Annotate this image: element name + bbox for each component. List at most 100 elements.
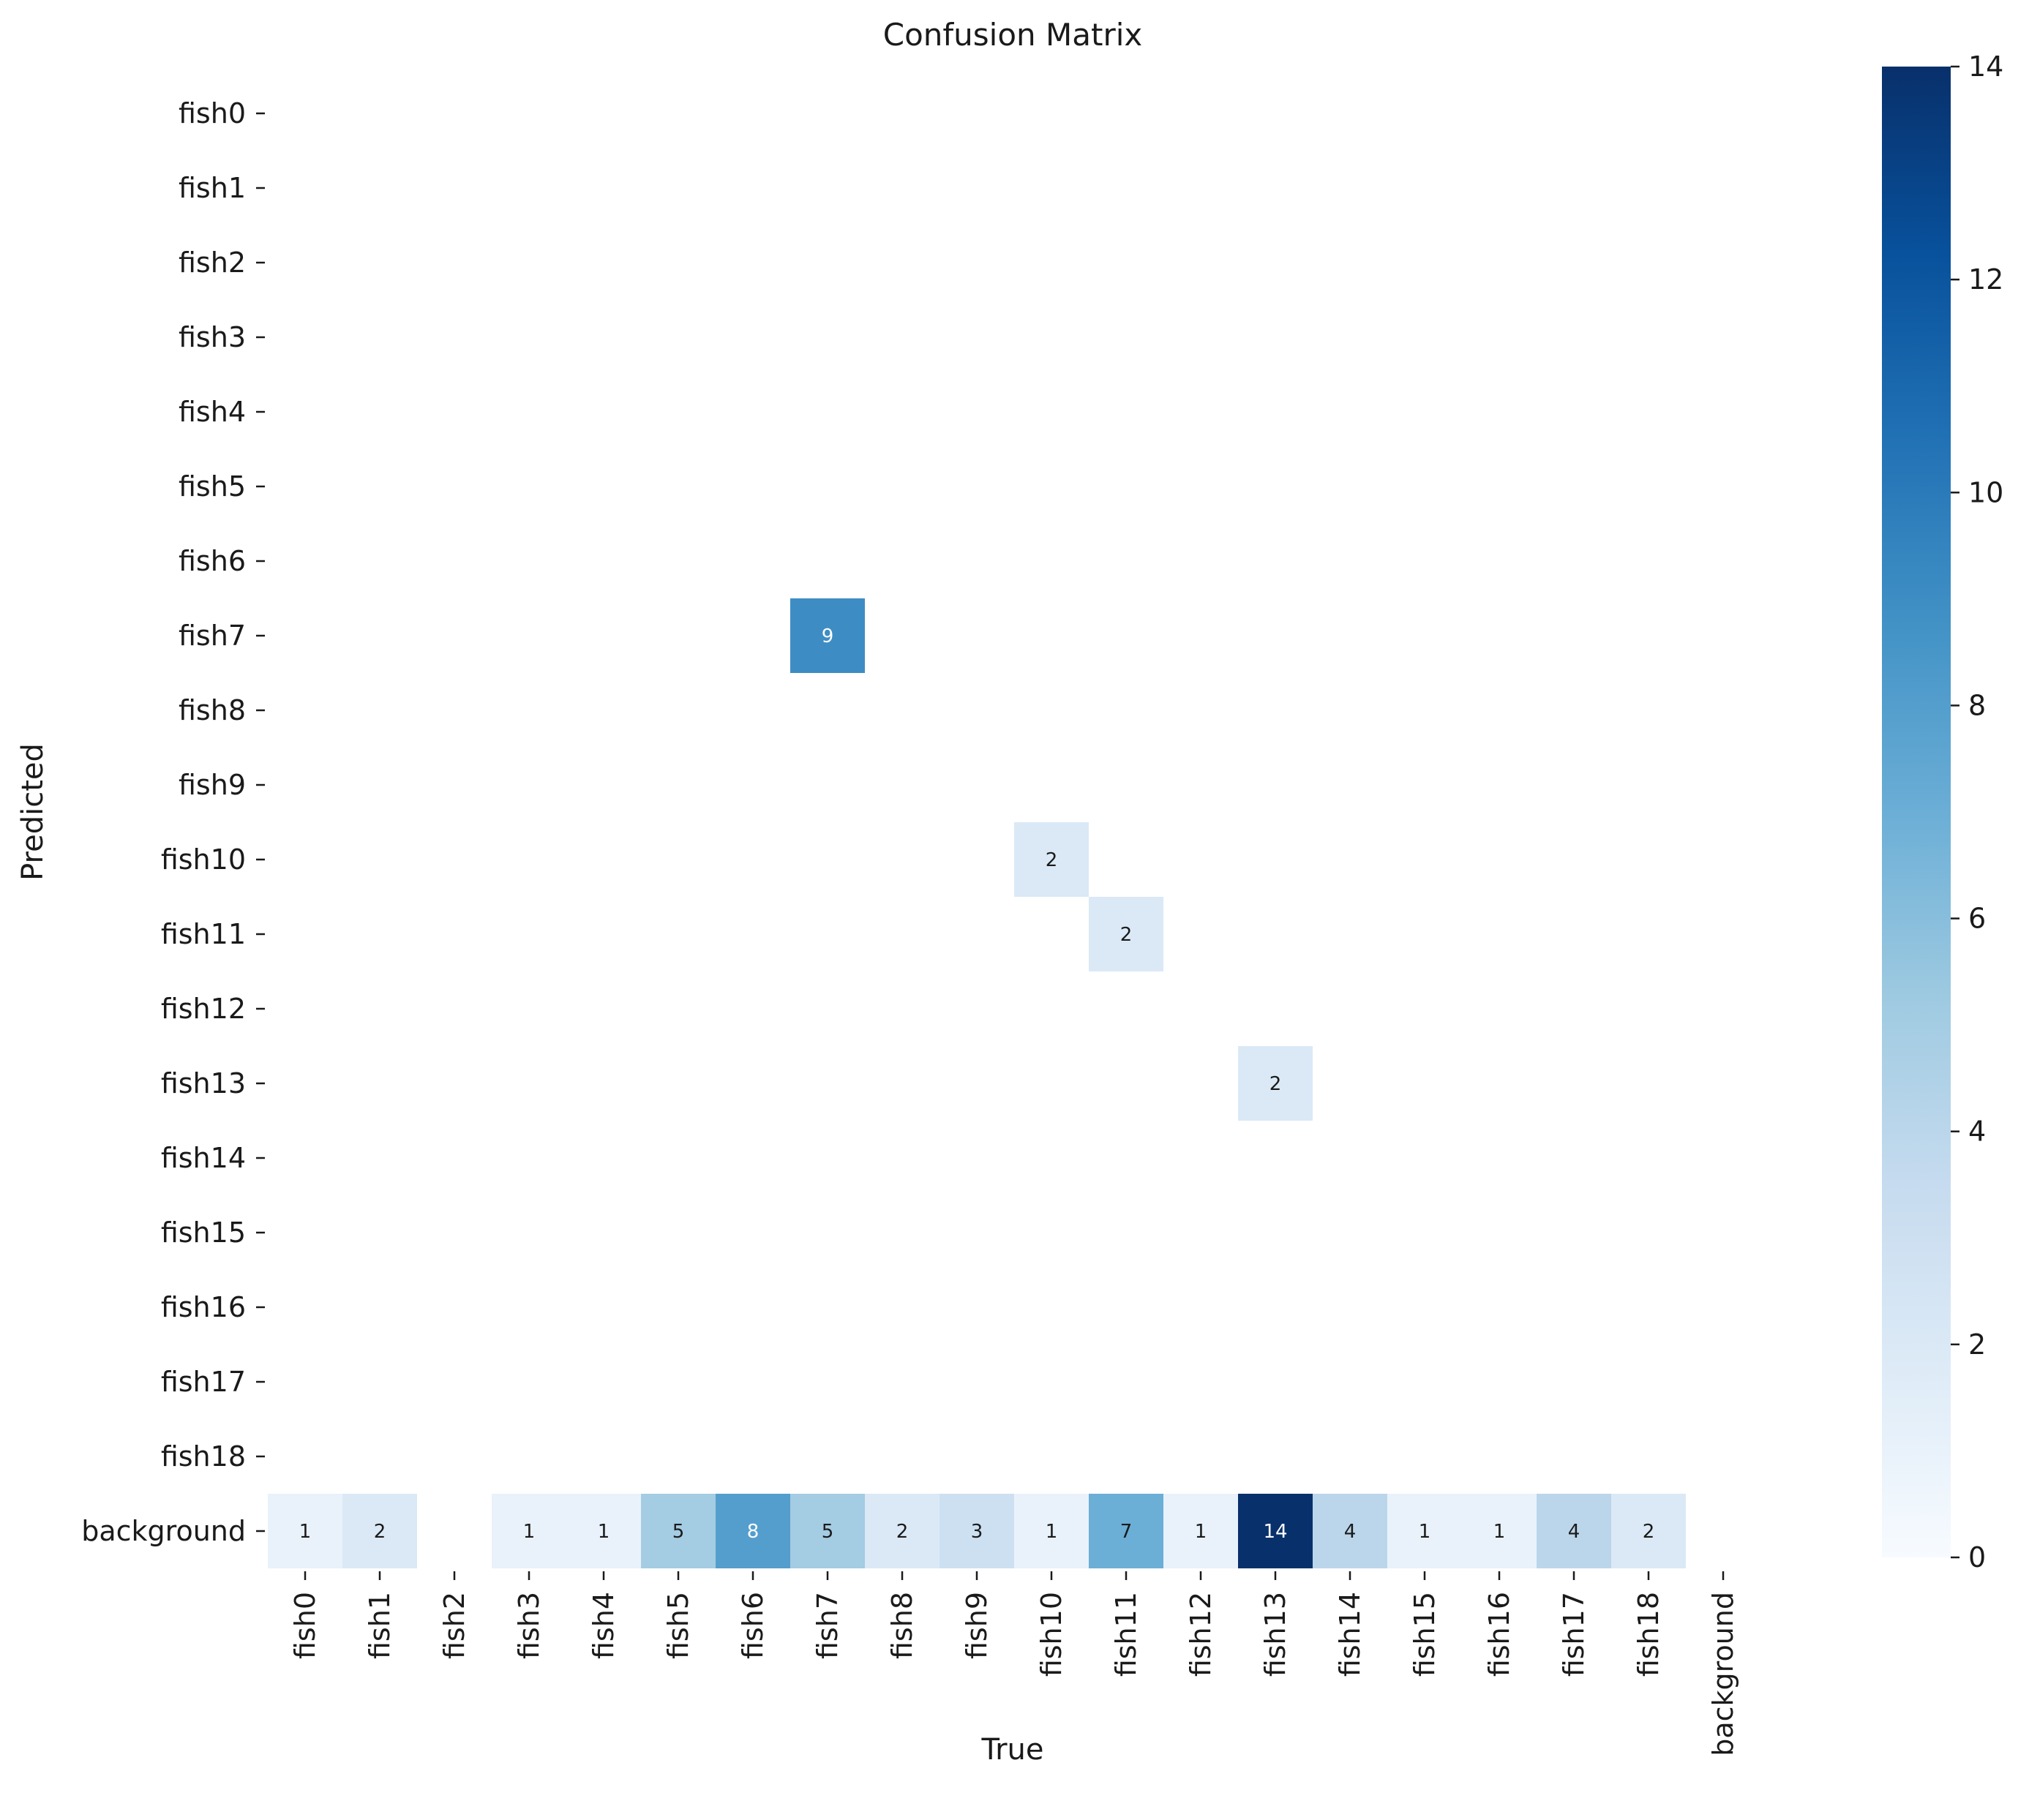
heatmap-cell-value: 2 (374, 1521, 386, 1543)
heatmap-cell-value: 2 (1643, 1521, 1655, 1543)
y-tick-label: fish12 (161, 993, 246, 1025)
y-axis-ticks: fish0 fish1 fish2 fish3 fish4 fish5 fish6 fish7… (81, 97, 265, 1547)
heatmap-cell (1462, 1494, 1537, 1568)
colorbar-tick-label: 4 (1968, 1116, 1986, 1148)
heatmap-cell-value: 9 (822, 625, 834, 647)
heatmap-cell (641, 1494, 716, 1568)
colorbar-tick-label: 14 (1968, 50, 2003, 83)
heatmap-cell-value: 1 (299, 1521, 312, 1543)
y-tick-label: fish15 (161, 1217, 246, 1249)
heatmap-cell (790, 598, 865, 673)
heatmap-cell-value: 1 (523, 1521, 536, 1543)
heatmap-cells (268, 598, 1686, 1568)
y-tick-label: fish8 (179, 694, 246, 726)
heatmap-cell-value: 14 (1263, 1521, 1287, 1543)
heatmap-cell-value: 4 (1344, 1521, 1357, 1543)
heatmap-cell-value: 1 (1046, 1521, 1058, 1543)
colorbar (1882, 67, 1951, 1557)
y-tick-label: fish0 (179, 97, 246, 129)
heatmap-cell (1014, 1494, 1089, 1568)
y-tick-label: fish1 (179, 172, 246, 204)
heatmap-cell (342, 1494, 417, 1568)
colorbar-tick-label: 6 (1968, 903, 1986, 935)
colorbar-tick-label: 10 (1968, 476, 2003, 508)
x-tick-label: fish10 (1035, 1592, 1068, 1677)
heatmap-cell (940, 1494, 1014, 1568)
x-tick-label: fish4 (588, 1592, 620, 1659)
y-tick-label: fish14 (161, 1142, 246, 1174)
y-tick-label: fish6 (179, 545, 246, 577)
heatmap-cell-value: 1 (1493, 1521, 1506, 1543)
y-tick-label: fish10 (161, 843, 246, 876)
heatmap-cell (1537, 1494, 1611, 1568)
heatmap-cell (1163, 1494, 1238, 1568)
x-tick-label: fish11 (1110, 1592, 1142, 1677)
y-tick-label: fish16 (161, 1291, 246, 1323)
x-tick-label: fish6 (737, 1592, 769, 1659)
heatmap-cell (1089, 897, 1163, 971)
x-tick-label: fish7 (811, 1592, 844, 1659)
y-tick-label: fish2 (179, 247, 246, 279)
x-tick-label: fish0 (289, 1592, 321, 1659)
x-tick-label: fish1 (364, 1592, 396, 1659)
heatmap-cell (492, 1494, 566, 1568)
colorbar-tick-label: 12 (1968, 263, 2003, 296)
x-tick-label: fish3 (513, 1592, 545, 1659)
y-tick-label: fish13 (161, 1067, 246, 1099)
heatmap-cell-value: 2 (1269, 1073, 1282, 1095)
x-tick-label: fish14 (1334, 1592, 1366, 1677)
heatmap-cell-value: 7 (1120, 1521, 1133, 1543)
x-axis-label: True (981, 1733, 1044, 1767)
heatmap-cell-value: 8 (747, 1521, 760, 1543)
x-tick-label: background (1707, 1592, 1739, 1756)
heatmap-cell (1313, 1494, 1387, 1568)
heatmap-cell-value: 1 (1195, 1521, 1207, 1543)
heatmap-cell (1014, 822, 1089, 897)
y-tick-label: fish11 (161, 918, 246, 950)
heatmap-cell (1387, 1494, 1462, 1568)
x-tick-label: fish5 (662, 1592, 694, 1659)
x-tick-label: fish15 (1409, 1592, 1441, 1677)
x-tick-label: fish16 (1483, 1592, 1515, 1677)
heatmap-cell (790, 1494, 865, 1568)
colorbar-tick-label: 2 (1968, 1328, 1986, 1361)
y-tick-label: fish3 (179, 321, 246, 353)
heatmap-cell (716, 1494, 790, 1568)
heatmap-cell (865, 1494, 940, 1568)
x-tick-label: fish8 (886, 1592, 918, 1659)
colorbar-ticks: 0 2 4 6 8 10 12 14 (1951, 50, 2003, 1573)
colorbar-tick-label: 8 (1968, 689, 1986, 721)
chart-title: Confusion Matrix (883, 17, 1143, 53)
x-tick-label: fish12 (1185, 1592, 1217, 1677)
y-tick-label: fish4 (179, 396, 246, 428)
y-tick-label: fish18 (161, 1440, 246, 1473)
x-tick-label: fish17 (1558, 1592, 1590, 1677)
heatmap-cell-value: 5 (672, 1521, 685, 1543)
heatmap-cell (566, 1494, 641, 1568)
heatmap-cell (1238, 1494, 1313, 1568)
x-tick-label: fish18 (1632, 1592, 1665, 1677)
x-tick-label: fish13 (1259, 1592, 1291, 1677)
heatmap-cell (1611, 1494, 1686, 1568)
x-tick-label: fish2 (438, 1592, 470, 1659)
heatmap-cell-value: 4 (1568, 1521, 1580, 1543)
x-tick-label: fish9 (961, 1592, 993, 1659)
heatmap-cell-value: 3 (971, 1521, 983, 1543)
x-axis-ticks: fish0 fish1 fish2 fish3 fish4 fish5 fish6 fish7… (289, 1571, 1739, 1756)
heatmap-cell (1238, 1046, 1313, 1121)
colorbar-tick-label: 0 (1968, 1541, 1986, 1573)
y-tick-label: fish17 (161, 1366, 246, 1398)
heatmap-cell-value: 1 (1419, 1521, 1431, 1543)
y-tick-label: fish5 (179, 470, 246, 503)
heatmap-cell (268, 1494, 342, 1568)
y-axis-label: Predicted (16, 743, 50, 881)
heatmap-cell-value: 2 (1120, 924, 1133, 946)
heatmap-cell-value: 5 (822, 1521, 834, 1543)
heatmap-cell-value: 2 (1046, 849, 1058, 871)
heatmap-cell-value: 2 (896, 1521, 909, 1543)
y-tick-label: fish9 (179, 769, 246, 801)
heatmap-cell (1089, 1494, 1163, 1568)
y-tick-label: background (81, 1515, 246, 1547)
